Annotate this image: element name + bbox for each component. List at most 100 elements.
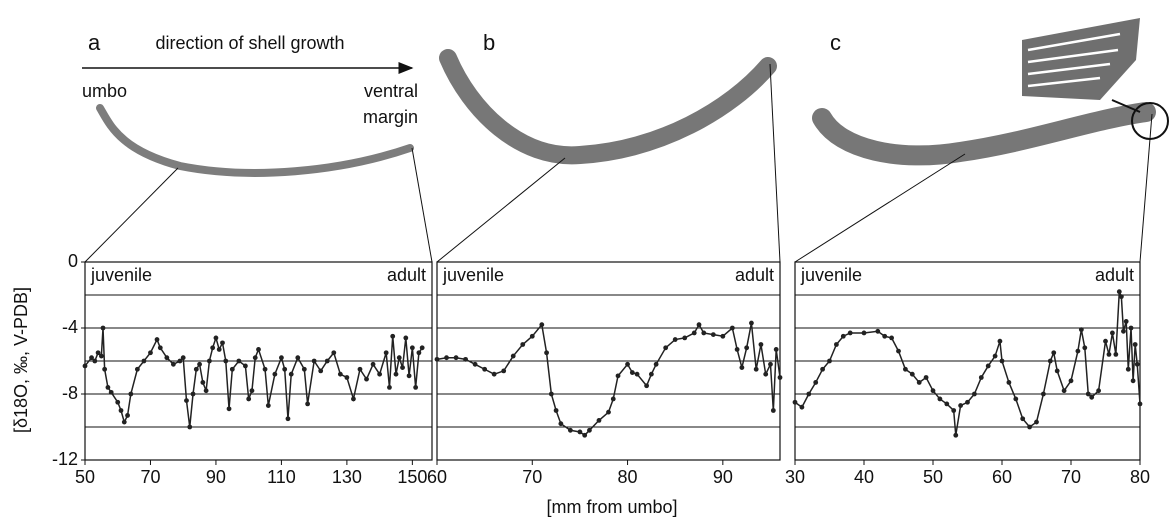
point (108, 389, 114, 395)
point (672, 337, 678, 342)
point (285, 416, 291, 422)
point (634, 371, 640, 377)
adult-label: adult (735, 265, 774, 285)
point (1113, 352, 1119, 357)
point (861, 330, 867, 336)
point (82, 363, 88, 369)
y-tick-label: -4 (62, 317, 78, 337)
point (944, 401, 950, 407)
adult-label: adult (387, 265, 426, 285)
point (734, 347, 740, 352)
point (444, 355, 449, 361)
point (370, 361, 376, 367)
line (436, 322, 781, 437)
point (548, 391, 554, 397)
point (1054, 368, 1060, 374)
y-axis-label: [δ18O, ‰, V-PDB] (11, 287, 31, 433)
point (1078, 327, 1084, 333)
x-tick-label: 50 (923, 467, 943, 487)
point (177, 358, 183, 364)
point (529, 333, 535, 339)
point (1020, 416, 1026, 422)
point (262, 366, 268, 372)
point (978, 375, 984, 380)
point (383, 350, 389, 356)
panel-letter: a (88, 30, 101, 55)
point (510, 353, 516, 359)
point (882, 333, 888, 339)
x-tick-label: 80 (618, 467, 638, 487)
point (279, 355, 284, 361)
point (820, 366, 825, 372)
point (916, 380, 922, 385)
point (216, 347, 222, 352)
point (223, 358, 229, 364)
point (377, 371, 383, 377)
juvenile-label: juvenile (90, 265, 152, 285)
point (121, 419, 127, 425)
point (331, 350, 337, 356)
point (953, 432, 959, 438)
point (744, 345, 750, 351)
point (720, 333, 726, 339)
point (180, 355, 186, 361)
point (1134, 361, 1140, 367)
point (610, 396, 616, 402)
point (128, 391, 134, 397)
point (256, 347, 261, 352)
inset (1022, 18, 1169, 140)
point (403, 335, 409, 341)
point (115, 399, 121, 405)
point (972, 391, 977, 397)
point (305, 401, 311, 407)
plot-frame (794, 261, 1141, 461)
point (1130, 378, 1136, 384)
point (758, 342, 764, 347)
point (806, 391, 812, 397)
point (236, 358, 242, 364)
point (226, 406, 232, 412)
point (951, 408, 957, 413)
point (553, 408, 559, 413)
point (1085, 391, 1091, 397)
x-tick-label: 40 (854, 467, 874, 487)
point (125, 413, 130, 418)
point (95, 350, 101, 356)
point (203, 388, 209, 394)
point (930, 388, 936, 394)
point (1051, 350, 1057, 356)
point (749, 320, 754, 326)
line (84, 327, 423, 428)
point (1116, 289, 1122, 295)
point (98, 353, 104, 359)
x-tick-label: 30 (785, 467, 805, 487)
point (1128, 325, 1134, 331)
x-tick-label: 50 (75, 467, 95, 487)
point (206, 358, 212, 364)
point (351, 396, 356, 402)
point (1006, 380, 1012, 385)
point (434, 356, 440, 362)
y-tick-label: -8 (62, 383, 78, 403)
point (311, 358, 317, 364)
point (184, 398, 189, 403)
point (710, 332, 716, 337)
point (1041, 391, 1046, 397)
juvenile-label: juvenile (800, 265, 862, 285)
point (1082, 345, 1088, 351)
point (923, 375, 929, 380)
point (406, 373, 412, 379)
point (105, 385, 111, 390)
point (773, 347, 779, 352)
point (777, 375, 783, 380)
point (1075, 348, 1081, 354)
point (265, 403, 271, 408)
point (390, 333, 396, 339)
point (197, 361, 202, 367)
x-tick-label: 150 (397, 467, 427, 487)
shell-a (96, 104, 414, 177)
point (252, 355, 258, 361)
point (896, 348, 901, 354)
point (729, 325, 735, 331)
